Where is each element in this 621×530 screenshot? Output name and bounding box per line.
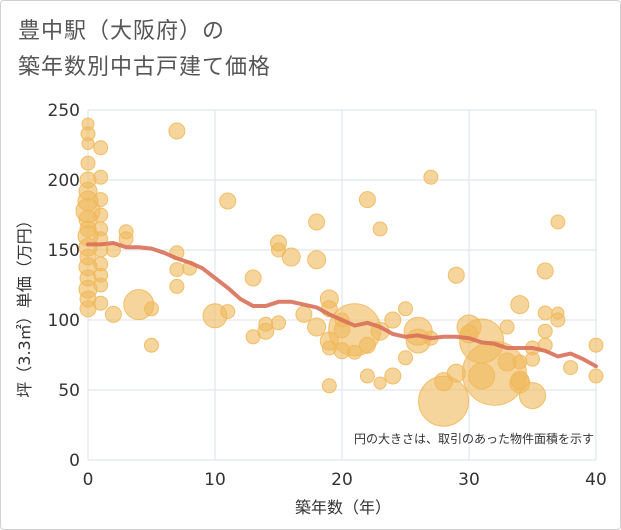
data-bubble <box>220 304 236 320</box>
x-tick-label: 0 <box>83 470 94 490</box>
data-bubble <box>536 262 554 280</box>
data-bubble <box>358 191 376 209</box>
data-bubble <box>244 269 262 287</box>
data-bubble <box>418 375 470 427</box>
y-tick-label: 200 <box>48 171 80 191</box>
data-bubble <box>423 169 439 185</box>
data-bubble <box>81 137 95 151</box>
data-bubble <box>307 317 327 337</box>
data-bubble <box>499 319 515 335</box>
data-bubble <box>398 301 413 317</box>
data-bubble <box>358 336 376 354</box>
x-tick-label: 20 <box>331 470 353 490</box>
data-bubble <box>550 312 566 328</box>
data-bubble <box>307 250 327 270</box>
data-bubble <box>321 378 337 394</box>
data-bubble <box>308 213 326 231</box>
title-line-1: 豊中駅（大阪府）の <box>18 19 226 44</box>
data-bubble <box>219 192 237 210</box>
data-bubble <box>93 295 109 311</box>
data-bubble <box>510 295 530 315</box>
bubble-size-note: 円の大きさは、取引のあった物件面積を示す <box>354 431 594 446</box>
data-bubble <box>550 214 566 230</box>
data-bubble <box>169 278 185 294</box>
grid-lines <box>87 109 597 461</box>
data-bubble <box>93 169 109 185</box>
data-bubble <box>519 382 546 410</box>
bubble-series <box>75 117 604 427</box>
data-bubble <box>525 351 540 367</box>
y-tick-label: 100 <box>48 311 80 331</box>
data-bubble <box>537 323 553 339</box>
trend-line <box>86 241 598 369</box>
chart-title: 豊中駅（大阪府）の 築年数別中古戸建て価格 <box>18 14 271 86</box>
data-bubble <box>373 376 387 390</box>
data-bubble <box>588 368 604 384</box>
data-bubble <box>104 305 122 323</box>
data-bubble <box>168 122 186 140</box>
data-bubble <box>295 305 313 323</box>
y-tick-label: 50 <box>58 381 80 401</box>
data-bubble <box>512 354 528 370</box>
data-bubble <box>372 221 388 237</box>
data-bubble <box>537 305 553 321</box>
data-bubble <box>144 301 159 317</box>
data-bubble <box>80 155 96 171</box>
title-line-2: 築年数別中古戸建て価格 <box>18 55 272 80</box>
data-bubble <box>281 247 301 267</box>
data-bubble <box>398 350 413 366</box>
y-tick-label: 150 <box>48 241 80 261</box>
x-tick-label: 10 <box>204 470 226 490</box>
data-bubble <box>93 277 109 293</box>
data-bubble <box>169 262 185 278</box>
data-bubble <box>359 368 375 384</box>
data-bubble <box>93 207 109 223</box>
axis-ticks: 0 50 100 150 200 250 0 10 20 30 40 <box>48 101 607 490</box>
y-tick-label: 250 <box>48 101 80 121</box>
data-bubble <box>563 360 579 376</box>
y-tick-label: 0 <box>69 451 80 471</box>
data-bubble <box>257 322 275 340</box>
x-axis-label: 築年数（年） <box>295 498 391 517</box>
data-bubble <box>384 311 402 329</box>
data-bubble <box>447 266 465 284</box>
data-bubble <box>347 344 363 360</box>
data-bubble <box>271 315 286 331</box>
trend-series <box>86 241 598 369</box>
y-axis-label: 坪（3.3㎡）単価（万円） <box>15 212 34 397</box>
x-tick-label: 40 <box>585 470 607 490</box>
data-bubble <box>384 367 402 385</box>
data-bubble <box>144 337 159 353</box>
data-bubble <box>93 192 109 208</box>
data-bubble <box>588 337 604 353</box>
data-bubble <box>93 140 109 156</box>
x-tick-label: 30 <box>458 470 480 490</box>
